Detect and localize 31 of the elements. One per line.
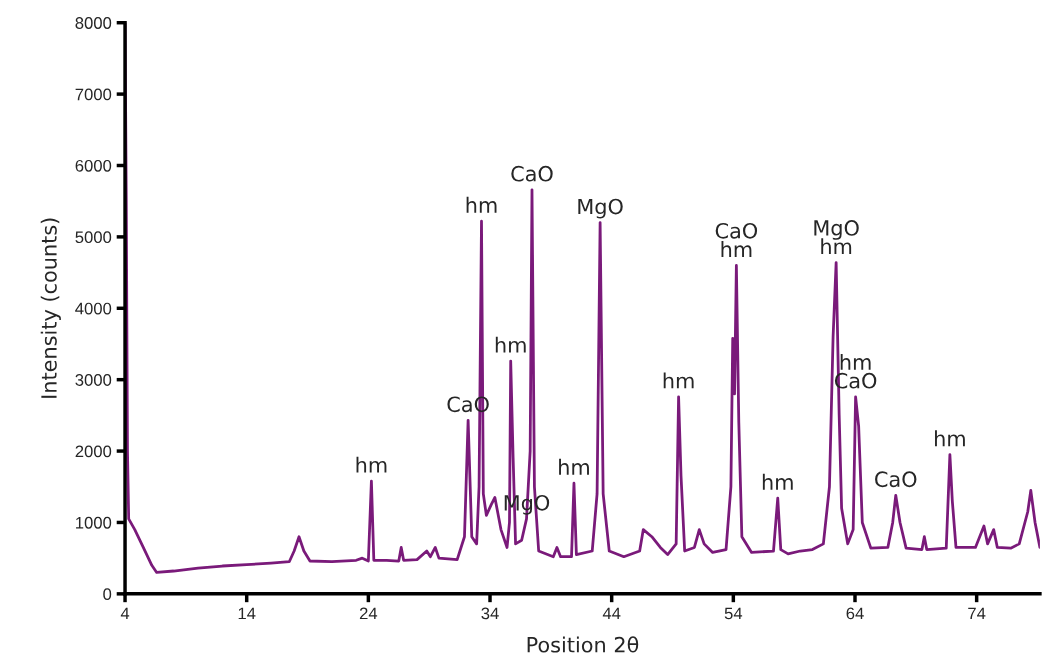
y-tick-label: 4000 [75, 302, 112, 315]
x-tick-label: 64 [846, 607, 864, 620]
annotation: MgO [578, 198, 623, 219]
y-tick-label: 8000 [75, 17, 112, 29]
annotation: hm [935, 430, 965, 447]
y-tick-label: 1000 [76, 516, 112, 529]
annotation: hm [495, 336, 526, 353]
annotation: MgO hm [814, 220, 859, 255]
annotation: hm [466, 196, 497, 213]
y-tick-label: 2000 [75, 445, 112, 458]
annotation: hm [559, 458, 589, 475]
x-tick-label: 34 [481, 607, 499, 620]
annotation: CaO [511, 165, 553, 182]
x-tick-label: 4 [120, 607, 130, 620]
y-tick-label: 7000 [75, 88, 112, 101]
x-tick-label: 74 [968, 607, 986, 620]
x-tick-label: 24 [359, 607, 378, 620]
annotation: hm [762, 473, 793, 490]
x-tick-label: 14 [238, 607, 256, 620]
y-tick-label: 3000 [75, 374, 112, 386]
x-tick-label: 54 [724, 607, 743, 620]
annotation: CaO [875, 471, 917, 488]
x-tick-label: 44 [602, 607, 621, 620]
annotation: hm [356, 456, 387, 473]
annotation: CaO hm [715, 222, 758, 257]
x-axis-title: Position 2θ [527, 636, 639, 653]
y-axis-title: Intensity (counts) [40, 218, 61, 398]
annotation: hm [663, 372, 694, 389]
y-tick-label: 5000 [75, 231, 112, 244]
y-tick-label: 6000 [75, 159, 112, 172]
y-tick-label: 0 [103, 588, 112, 601]
